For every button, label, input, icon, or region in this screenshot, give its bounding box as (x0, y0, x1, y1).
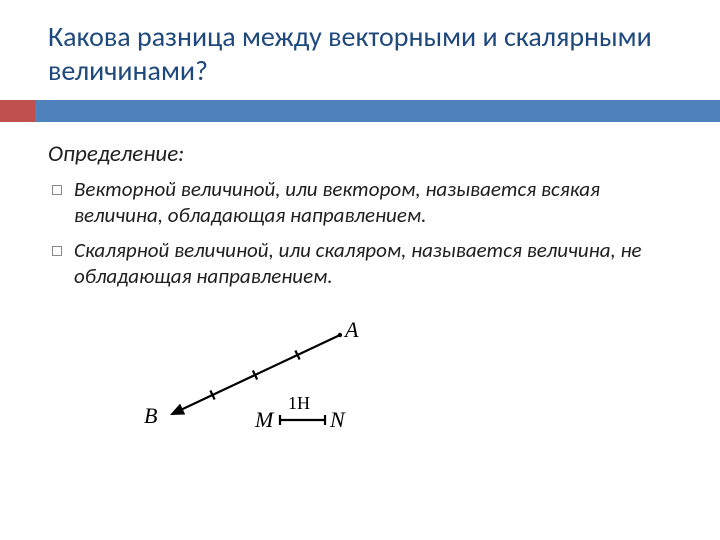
list-item: Скалярной величиной, или скаляром, назыв… (48, 237, 668, 290)
slide-title: Какова разница между векторными и скаляр… (48, 20, 668, 87)
slide: { "title": "Какова разница между векторн… (0, 0, 720, 540)
label-N: N (330, 407, 345, 433)
slide-body: Определение: Векторной величиной, или ве… (48, 140, 668, 297)
label-A: A (345, 317, 358, 343)
vector-diagram: A B M N 1H (140, 315, 400, 455)
bullet-list: Векторной величиной, или вектором, назыв… (48, 176, 668, 289)
label-M: M (255, 407, 273, 433)
list-item: Векторной величиной, или вектором, назыв… (48, 176, 668, 229)
vector-svg (140, 315, 400, 455)
accent-bar-right (35, 100, 720, 122)
accent-bar-left (0, 100, 35, 122)
definition-heading: Определение: (48, 140, 668, 168)
label-B: B (144, 403, 157, 429)
label-unit: 1H (288, 393, 310, 414)
